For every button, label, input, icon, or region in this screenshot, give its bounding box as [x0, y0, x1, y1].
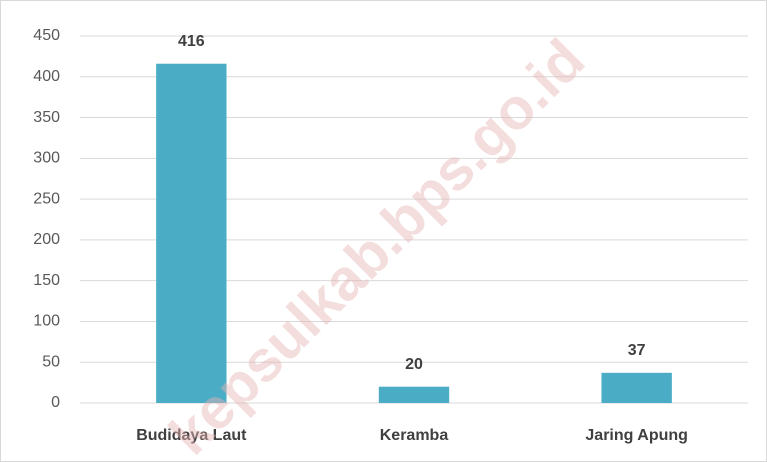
- y-tick-label: 100: [33, 313, 60, 330]
- bar: [378, 386, 450, 403]
- y-tick-label: 300: [33, 150, 60, 167]
- y-tick-label: 450: [33, 27, 60, 44]
- y-tick-label: 50: [42, 353, 60, 370]
- data-label: 37: [628, 342, 646, 359]
- y-tick-label: 400: [33, 68, 60, 85]
- y-tick-label: 0: [51, 394, 60, 411]
- x-tick-label: Keramba: [380, 427, 449, 444]
- plot-area: 0 50 100 150 200 250 300 350 400 450 Budidaya Laut…: [33, 27, 748, 444]
- y-tick-label: 350: [33, 109, 60, 126]
- bar: [156, 63, 227, 404]
- bar: [601, 372, 672, 403]
- y-tick-label: 150: [33, 272, 60, 289]
- y-tick-label: 200: [33, 231, 60, 248]
- data-label: 20: [405, 356, 423, 373]
- data-label: 416: [178, 33, 205, 50]
- y-tick-label: 250: [33, 190, 60, 207]
- x-tick-label: Jaring Apung: [585, 427, 688, 444]
- x-tick-label: Budidaya Laut: [136, 427, 247, 444]
